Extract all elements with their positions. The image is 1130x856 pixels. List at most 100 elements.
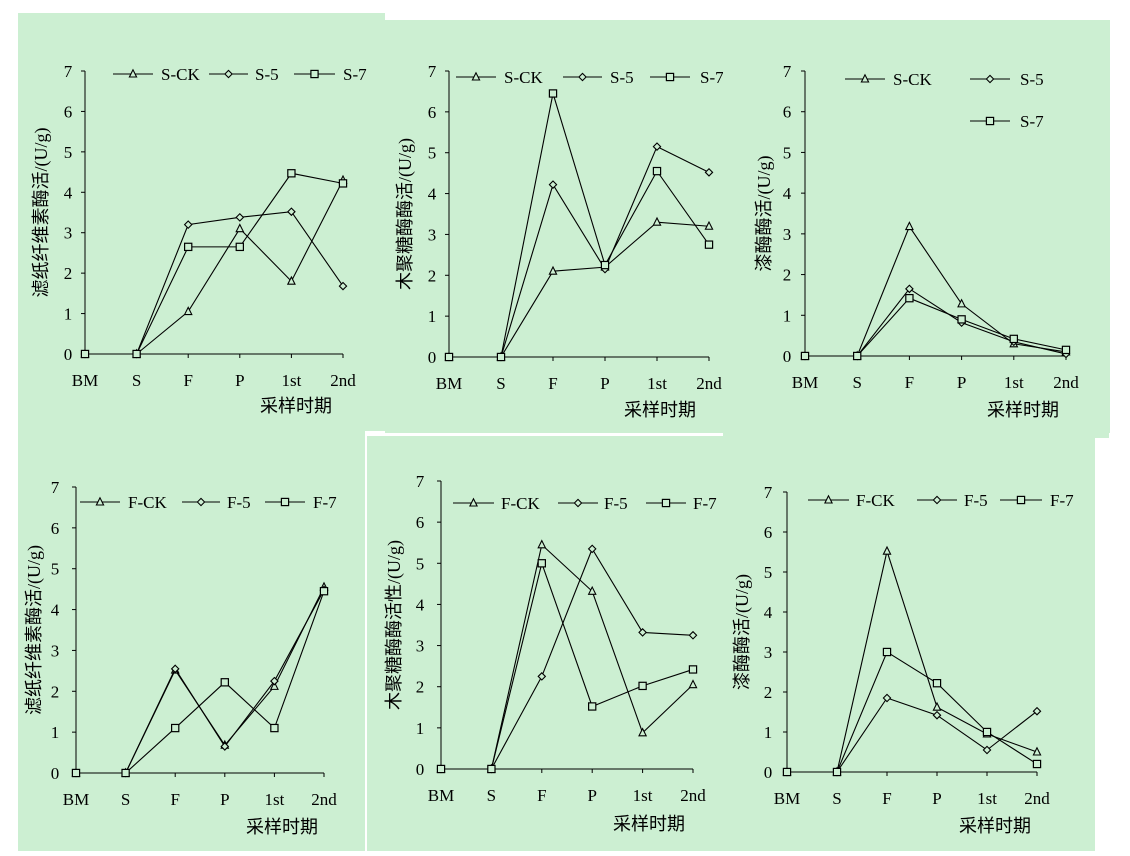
series-line-F-7 bbox=[441, 561, 694, 770]
x-axis-label: 采样时期 bbox=[959, 816, 1031, 836]
x-tick-label: S bbox=[852, 373, 861, 392]
x-tick-label: F bbox=[882, 789, 891, 808]
data-point-F-5 bbox=[638, 628, 647, 637]
data-point-S-5 bbox=[548, 180, 558, 189]
y-tick-label: 5 bbox=[51, 560, 60, 579]
y-tick-label: 1 bbox=[428, 307, 437, 326]
legend-label: F-5 bbox=[604, 494, 628, 513]
y-tick-label: 4 bbox=[764, 603, 773, 622]
data-point-F-5 bbox=[982, 745, 992, 755]
x-tick-label: P bbox=[235, 371, 244, 390]
panel-background bbox=[723, 20, 1109, 438]
legend-marker bbox=[985, 116, 995, 126]
y-tick-label: 1 bbox=[64, 305, 73, 324]
y-tick-label: 4 bbox=[64, 183, 73, 202]
data-point-F-CK bbox=[587, 585, 597, 595]
legend-label: S-CK bbox=[893, 70, 932, 89]
x-tick-label: F bbox=[183, 371, 192, 390]
data-point-F-CK bbox=[537, 539, 547, 549]
data-point-F-5 bbox=[882, 693, 892, 703]
data-point-S-CK bbox=[548, 265, 558, 275]
panel-background bbox=[18, 13, 385, 431]
series-line-S-7 bbox=[449, 93, 710, 358]
data-point-S-7 bbox=[905, 293, 914, 303]
data-point-S-7 bbox=[1009, 334, 1019, 344]
legend-marker bbox=[128, 68, 138, 78]
legend-marker bbox=[985, 74, 995, 84]
data-point-S-7 bbox=[600, 260, 610, 270]
x-tick-label: 1st bbox=[264, 790, 284, 809]
x-tick-label: S bbox=[832, 789, 841, 808]
data-point-S-7 bbox=[852, 351, 862, 361]
data-point-F-5 bbox=[587, 544, 597, 554]
y-tick-label: 6 bbox=[783, 103, 792, 122]
y-tick-label: 4 bbox=[416, 595, 425, 614]
y-tick-label: 5 bbox=[64, 143, 73, 162]
data-point-S-7 bbox=[548, 89, 558, 98]
legend-label: F-CK bbox=[128, 493, 167, 512]
chart-panel-6: 0 1 2 3 4 5 6 7 BM S F P 1st 2nd 采样时期 漆酶酶活/(U/g) F-CK F-5… bbox=[725, 436, 1095, 851]
legend-marker bbox=[932, 495, 942, 505]
data-point-S-7 bbox=[184, 242, 193, 252]
y-tick-label: 5 bbox=[764, 563, 773, 582]
x-tick-label: BM bbox=[72, 371, 98, 390]
x-tick-label: F bbox=[548, 374, 557, 393]
legend-marker bbox=[860, 73, 870, 83]
y-tick-label: 2 bbox=[783, 266, 792, 285]
legend-label: S-7 bbox=[700, 68, 724, 87]
x-tick-label: S bbox=[121, 790, 130, 809]
data-point-F-7 bbox=[487, 764, 496, 774]
legend-marker bbox=[196, 497, 206, 507]
x-tick-label: S bbox=[496, 374, 505, 393]
data-point-S-7 bbox=[496, 352, 506, 362]
data-point-S-7 bbox=[1061, 345, 1071, 355]
series-line-S-7 bbox=[85, 172, 344, 355]
y-tick-label: 2 bbox=[428, 266, 437, 285]
data-point-F-5 bbox=[170, 664, 180, 674]
data-point-F-CK bbox=[269, 680, 279, 690]
y-tick-label: 3 bbox=[51, 641, 60, 660]
x-axis-label: 采样时期 bbox=[987, 400, 1059, 420]
legend-label: S-CK bbox=[504, 68, 543, 87]
y-tick-label: 6 bbox=[416, 513, 425, 532]
y-tick-label: 7 bbox=[764, 483, 773, 502]
data-point-S-CK bbox=[286, 275, 296, 285]
data-point-S-CK bbox=[183, 306, 193, 316]
data-point-S-5 bbox=[338, 281, 348, 291]
data-point-S-7 bbox=[235, 242, 244, 252]
data-point-F-7 bbox=[782, 767, 792, 777]
y-tick-label: 7 bbox=[51, 478, 60, 497]
legend-marker bbox=[665, 72, 675, 82]
x-tick-label: 2nd bbox=[696, 374, 722, 393]
data-point-S-CK bbox=[704, 220, 714, 230]
data-point-S-7 bbox=[80, 349, 90, 359]
y-tick-label: 2 bbox=[764, 683, 773, 702]
y-tick-label: 0 bbox=[428, 348, 437, 367]
y-tick-label: 5 bbox=[783, 143, 792, 162]
y-axis-label: 滤纸纤维素酶活/(U/g) bbox=[31, 128, 52, 298]
y-tick-label: 1 bbox=[416, 719, 425, 738]
data-point-S-7 bbox=[287, 169, 296, 178]
legend-marker bbox=[471, 71, 481, 81]
legend-label: F-5 bbox=[964, 491, 988, 510]
x-tick-label: P bbox=[957, 373, 966, 392]
data-point-F-7 bbox=[882, 647, 892, 657]
y-axis-label: 木聚糖酶酶活性/(U/g) bbox=[384, 540, 405, 710]
data-point-F-CK bbox=[1032, 746, 1042, 756]
data-point-F-7 bbox=[436, 764, 446, 774]
data-point-S-7 bbox=[957, 315, 966, 324]
y-axis-label: 木聚糖酶酶活/(U/g) bbox=[395, 138, 416, 290]
y-tick-label: 3 bbox=[783, 225, 792, 244]
y-tick-label: 7 bbox=[416, 472, 425, 491]
y-tick-label: 4 bbox=[428, 185, 437, 204]
legend-label: S-CK bbox=[161, 65, 200, 84]
data-point-F-7 bbox=[638, 681, 647, 691]
legend-label: F-5 bbox=[227, 493, 251, 512]
x-tick-label: BM bbox=[792, 373, 818, 392]
y-tick-label: 3 bbox=[764, 643, 773, 662]
y-tick-label: 7 bbox=[64, 62, 73, 81]
legend-label: F-7 bbox=[313, 493, 337, 512]
x-axis-label: 采样时期 bbox=[260, 396, 332, 416]
series-line-S-7 bbox=[805, 297, 1067, 357]
